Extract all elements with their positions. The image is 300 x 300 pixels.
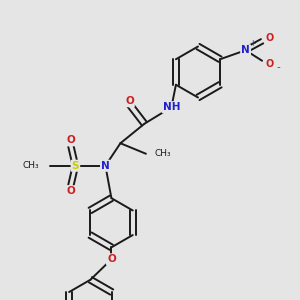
- Text: N: N: [241, 45, 250, 55]
- Text: S: S: [72, 161, 79, 171]
- Text: O: O: [266, 33, 274, 43]
- Text: CH₃: CH₃: [155, 149, 172, 158]
- Text: O: O: [125, 96, 134, 106]
- Text: N: N: [101, 161, 110, 171]
- Text: O: O: [67, 186, 75, 196]
- Text: CH₃: CH₃: [23, 161, 39, 170]
- Text: O: O: [107, 254, 116, 264]
- Text: NH: NH: [163, 102, 180, 112]
- Text: -: -: [277, 62, 280, 72]
- Text: O: O: [67, 135, 75, 145]
- Text: +: +: [249, 39, 255, 48]
- Text: O: O: [266, 59, 274, 69]
